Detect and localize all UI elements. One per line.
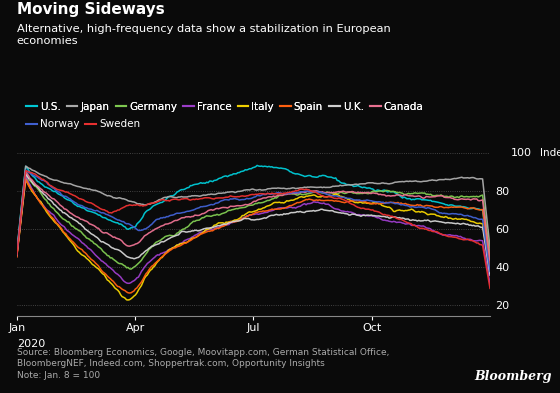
- Text: Source: Bloomberg Economics, Google, Moovitapp.com, German Statistical Office,
B: Source: Bloomberg Economics, Google, Moo…: [17, 348, 389, 380]
- Text: 100: 100: [511, 148, 533, 158]
- Text: Index level: Index level: [540, 148, 560, 158]
- Legend: Norway, Sweden: Norway, Sweden: [22, 115, 144, 134]
- Text: 2020: 2020: [17, 339, 45, 349]
- Text: Bloomberg: Bloomberg: [474, 370, 552, 383]
- Text: Moving Sideways: Moving Sideways: [17, 2, 165, 17]
- Text: Alternative, high-frequency data show a stabilization in European
economies: Alternative, high-frequency data show a …: [17, 24, 390, 46]
- Legend: U.S., Japan, Germany, France, Italy, Spain, U.K., Canada: U.S., Japan, Germany, France, Italy, Spa…: [22, 97, 427, 116]
